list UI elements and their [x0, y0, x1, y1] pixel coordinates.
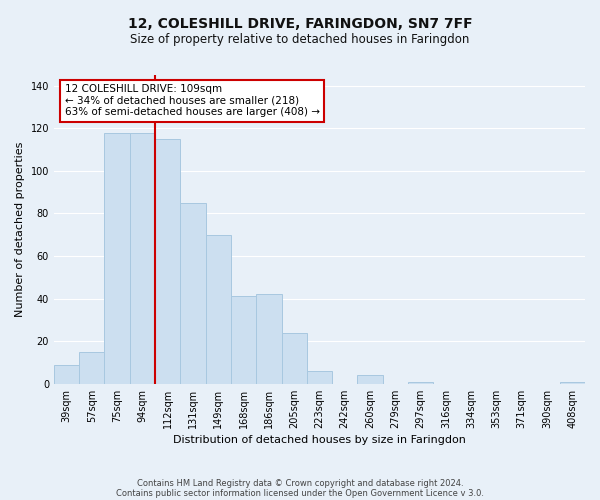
Text: Size of property relative to detached houses in Faringdon: Size of property relative to detached ho… [130, 32, 470, 46]
Bar [358, 376, 383, 384]
X-axis label: Distribution of detached houses by size in Faringdon: Distribution of detached houses by size … [173, 435, 466, 445]
Bar [231, 296, 256, 384]
Bar [281, 332, 307, 384]
Bar [79, 352, 104, 384]
Text: 12 COLESHILL DRIVE: 109sqm
← 34% of detached houses are smaller (218)
63% of sem: 12 COLESHILL DRIVE: 109sqm ← 34% of deta… [65, 84, 320, 117]
Bar [181, 203, 206, 384]
Bar [206, 234, 231, 384]
Bar [408, 382, 433, 384]
Text: 12, COLESHILL DRIVE, FARINGDON, SN7 7FF: 12, COLESHILL DRIVE, FARINGDON, SN7 7FF [128, 18, 472, 32]
Bar [256, 294, 281, 384]
Bar [54, 364, 79, 384]
Bar [155, 139, 181, 384]
Bar [104, 132, 130, 384]
Text: Contains public sector information licensed under the Open Government Licence v : Contains public sector information licen… [116, 488, 484, 498]
Bar [560, 382, 585, 384]
Y-axis label: Number of detached properties: Number of detached properties [15, 142, 25, 317]
Bar [307, 371, 332, 384]
Text: Contains HM Land Registry data © Crown copyright and database right 2024.: Contains HM Land Registry data © Crown c… [137, 478, 463, 488]
Bar [130, 132, 155, 384]
